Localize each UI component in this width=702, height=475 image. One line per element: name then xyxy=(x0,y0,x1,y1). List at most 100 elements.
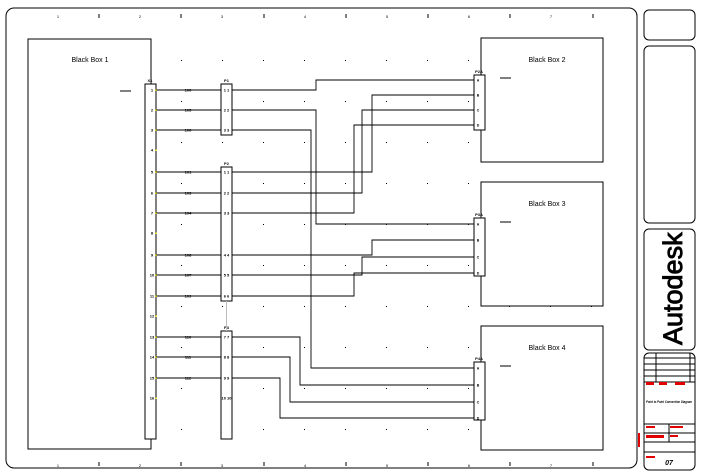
black-box-2 xyxy=(480,37,604,163)
connector-label: P3A xyxy=(475,212,483,217)
grid-dot xyxy=(304,183,305,184)
connector-pin: C xyxy=(477,256,480,260)
grid-dot xyxy=(181,306,182,307)
connector-pin: A xyxy=(477,367,480,371)
grid-dot xyxy=(181,429,182,430)
ruler-number-bottom: 5 xyxy=(386,463,389,468)
ruler-number-top: 4 xyxy=(304,14,307,19)
title-block-revisions xyxy=(643,45,696,224)
autodesk-logo: Autodesk xyxy=(658,232,688,345)
grid-dot xyxy=(386,388,387,389)
wire xyxy=(232,109,474,225)
terminal-strip-label: X1 xyxy=(148,78,154,83)
ruler-number-top: 6 xyxy=(468,14,471,19)
terminal-number: 12 xyxy=(150,314,155,319)
grid-dot xyxy=(386,347,387,348)
grid-dot xyxy=(263,183,264,184)
grid-dot xyxy=(345,388,346,389)
grid-dot xyxy=(468,60,469,61)
terminal-mark xyxy=(155,149,157,151)
terminal-number: 6 xyxy=(151,191,154,196)
grid-dot xyxy=(468,183,469,184)
grid-dot xyxy=(181,142,182,143)
black-box-4 xyxy=(480,325,604,451)
black-box-label: Black Box 4 xyxy=(529,345,566,352)
wire xyxy=(232,94,474,173)
black-box-3 xyxy=(480,181,604,307)
connector xyxy=(473,361,486,421)
terminal-mark xyxy=(155,315,157,317)
grid-dot xyxy=(345,60,346,61)
connector-label: P2 xyxy=(224,161,230,166)
grid-dot xyxy=(304,429,305,430)
title-block-sheet: 07 xyxy=(665,460,674,467)
connector-pin: 3 3 xyxy=(224,211,230,216)
terminal-mark xyxy=(155,109,157,111)
grid-dot xyxy=(304,306,305,307)
grid-dot xyxy=(263,101,264,102)
grid-dot xyxy=(386,101,387,102)
terminal-mark xyxy=(155,254,157,256)
wire-label: 108 xyxy=(185,253,192,258)
grid-dot xyxy=(386,60,387,61)
grid-dot xyxy=(427,306,428,307)
black-box-1 xyxy=(27,38,152,450)
terminal-mark xyxy=(155,377,157,379)
connector xyxy=(220,166,233,302)
connector-pin: A xyxy=(477,79,480,83)
ruler-number-bottom: 3 xyxy=(221,463,224,468)
grid-dot xyxy=(345,306,346,307)
wire xyxy=(232,79,474,91)
connector-pin: 3 3 xyxy=(224,128,230,133)
grid-dot xyxy=(427,101,428,102)
connector-pin: B xyxy=(477,94,480,98)
connector-pin: A xyxy=(477,223,480,227)
grid-dot xyxy=(181,224,182,225)
ruler-number-bottom: 6 xyxy=(468,463,471,468)
wire-label: 103 xyxy=(185,191,192,196)
terminal-mark xyxy=(155,274,157,276)
connector-pin: 5 5 xyxy=(224,273,230,278)
grid-dot xyxy=(304,265,305,266)
grid-dot xyxy=(263,265,264,266)
terminal-number: 2 xyxy=(151,108,154,113)
black-box-label: Black Box 3 xyxy=(529,201,566,208)
connector xyxy=(473,217,486,277)
grid-dot xyxy=(263,306,264,307)
terminal-number: 7 xyxy=(151,211,154,216)
grid-dot xyxy=(304,142,305,143)
grid-dot xyxy=(427,429,428,430)
wire-label: 105 xyxy=(185,108,192,113)
terminal-strip xyxy=(144,83,157,440)
terminal-number: 4 xyxy=(151,148,154,153)
connector-pin: 1 1 xyxy=(224,170,230,175)
terminal-number: 9 xyxy=(151,253,154,258)
connector-pin: C xyxy=(477,401,480,405)
connector-pin: D xyxy=(477,124,480,128)
ruler-number-bottom: 7 xyxy=(550,463,553,468)
grid-dot xyxy=(427,347,428,348)
grid-dot xyxy=(468,347,469,348)
drawing-border xyxy=(5,7,638,469)
grid-dot xyxy=(345,142,346,143)
connector xyxy=(473,74,486,131)
grid-dot xyxy=(304,224,305,225)
grid-dot xyxy=(468,429,469,430)
grid-dot xyxy=(386,142,387,143)
wire-label: 111 xyxy=(185,355,192,360)
connector-pin: B xyxy=(477,239,480,243)
wire-label: 101 xyxy=(185,170,192,175)
wire xyxy=(232,109,474,194)
connector-pin: 7 7 xyxy=(224,335,230,340)
terminal-number: 13 xyxy=(150,335,155,340)
grid-dot xyxy=(181,265,182,266)
grid-dot xyxy=(468,101,469,102)
grid-dot xyxy=(222,306,223,307)
wire xyxy=(232,129,474,369)
connector-pin: D xyxy=(477,272,480,276)
connector-pin: 1 1 xyxy=(224,88,230,93)
ruler-number-bottom: 4 xyxy=(304,463,307,468)
grid-dot xyxy=(386,429,387,430)
terminal-mark xyxy=(155,212,157,214)
ruler-number-bottom: 1 xyxy=(57,463,60,468)
